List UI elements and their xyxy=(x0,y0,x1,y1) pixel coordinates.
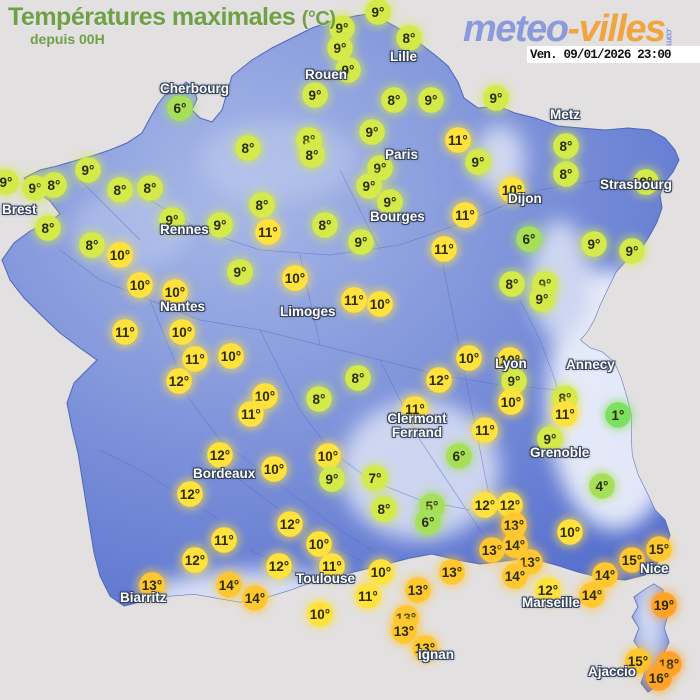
svg-text:8°: 8° xyxy=(313,392,326,407)
svg-text:11°: 11° xyxy=(475,423,495,438)
svg-text:11°: 11° xyxy=(185,352,205,367)
svg-text:10°: 10° xyxy=(370,297,390,312)
svg-text:8°: 8° xyxy=(86,238,99,253)
svg-text:9°: 9° xyxy=(214,218,227,233)
svg-text:8°: 8° xyxy=(388,93,401,108)
svg-text:10°: 10° xyxy=(318,449,338,464)
svg-text:9°: 9° xyxy=(363,179,376,194)
svg-text:15°: 15° xyxy=(649,542,669,557)
svg-text:12°: 12° xyxy=(210,448,230,463)
svg-text:4°: 4° xyxy=(596,479,609,494)
svg-text:6°: 6° xyxy=(523,232,536,247)
svg-text:8°: 8° xyxy=(48,178,61,193)
svg-text:13°: 13° xyxy=(408,583,428,598)
svg-text:16°: 16° xyxy=(649,671,669,686)
svg-text:9°: 9° xyxy=(334,41,347,56)
svg-text:11°: 11° xyxy=(258,225,278,240)
svg-text:10°: 10° xyxy=(172,325,192,340)
svg-text:7°: 7° xyxy=(369,471,382,486)
svg-text:12°: 12° xyxy=(169,374,189,389)
svg-text:10°: 10° xyxy=(560,525,580,540)
svg-text:8°: 8° xyxy=(352,371,365,386)
svg-text:9°: 9° xyxy=(234,265,247,280)
svg-text:9°: 9° xyxy=(309,88,322,103)
svg-text:10°: 10° xyxy=(165,285,185,300)
svg-text:10°: 10° xyxy=(130,278,150,293)
svg-text:11°: 11° xyxy=(358,589,378,604)
svg-text:11°: 11° xyxy=(241,407,261,422)
svg-text:8°: 8° xyxy=(144,181,157,196)
svg-text:11°: 11° xyxy=(448,133,468,148)
svg-text:12°: 12° xyxy=(475,498,495,513)
svg-text:8°: 8° xyxy=(114,183,127,198)
svg-text:8°: 8° xyxy=(306,148,319,163)
svg-text:11°: 11° xyxy=(214,533,234,548)
svg-text:9°: 9° xyxy=(355,235,368,250)
svg-text:8°: 8° xyxy=(242,141,255,156)
svg-text:12°: 12° xyxy=(269,559,289,574)
svg-text:10°: 10° xyxy=(371,565,391,580)
svg-text:8°: 8° xyxy=(403,31,416,46)
svg-text:14°: 14° xyxy=(219,578,239,593)
svg-text:11°: 11° xyxy=(434,242,454,257)
svg-text:11°: 11° xyxy=(555,407,575,422)
svg-text:11°: 11° xyxy=(344,293,364,308)
svg-text:14°: 14° xyxy=(505,569,525,584)
svg-text:9°: 9° xyxy=(490,91,503,106)
svg-text:9°: 9° xyxy=(536,292,549,307)
svg-text:9°: 9° xyxy=(384,195,397,210)
svg-text:12°: 12° xyxy=(180,487,200,502)
svg-text:9°: 9° xyxy=(366,125,379,140)
svg-text:10°: 10° xyxy=(221,349,241,364)
svg-text:1°: 1° xyxy=(612,408,625,423)
svg-text:6°: 6° xyxy=(174,101,187,116)
svg-text:10°: 10° xyxy=(310,607,330,622)
svg-text:11°: 11° xyxy=(455,208,475,223)
svg-text:9°: 9° xyxy=(626,244,639,259)
svg-text:14°: 14° xyxy=(582,588,602,603)
svg-text:8°: 8° xyxy=(560,167,573,182)
svg-text:9°: 9° xyxy=(0,175,12,190)
svg-text:10°: 10° xyxy=(501,395,521,410)
svg-text:10°: 10° xyxy=(285,271,305,286)
svg-text:6°: 6° xyxy=(453,449,466,464)
svg-text:8°: 8° xyxy=(256,198,269,213)
svg-text:8°: 8° xyxy=(319,218,332,233)
svg-text:13°: 13° xyxy=(442,565,462,580)
svg-text:11°: 11° xyxy=(115,325,135,340)
svg-text:19°: 19° xyxy=(654,598,674,613)
svg-text:12°: 12° xyxy=(280,517,300,532)
svg-text:12°: 12° xyxy=(185,553,205,568)
svg-text:8°: 8° xyxy=(506,277,519,292)
svg-text:8°: 8° xyxy=(560,139,573,154)
svg-text:9°: 9° xyxy=(588,237,601,252)
svg-text:10°: 10° xyxy=(459,351,479,366)
svg-text:9°: 9° xyxy=(372,5,385,20)
svg-text:8°: 8° xyxy=(378,502,391,517)
svg-text:14°: 14° xyxy=(245,591,265,606)
svg-text:9°: 9° xyxy=(326,472,339,487)
svg-text:10°: 10° xyxy=(110,248,130,263)
svg-text:9°: 9° xyxy=(472,155,485,170)
svg-text:8°: 8° xyxy=(42,221,55,236)
svg-text:10°: 10° xyxy=(264,462,284,477)
svg-text:9°: 9° xyxy=(425,93,438,108)
svg-text:10°: 10° xyxy=(309,537,329,552)
svg-text:9°: 9° xyxy=(82,163,95,178)
svg-text:12°: 12° xyxy=(429,373,449,388)
svg-text:6°: 6° xyxy=(422,515,435,530)
svg-text:13°: 13° xyxy=(394,624,414,639)
